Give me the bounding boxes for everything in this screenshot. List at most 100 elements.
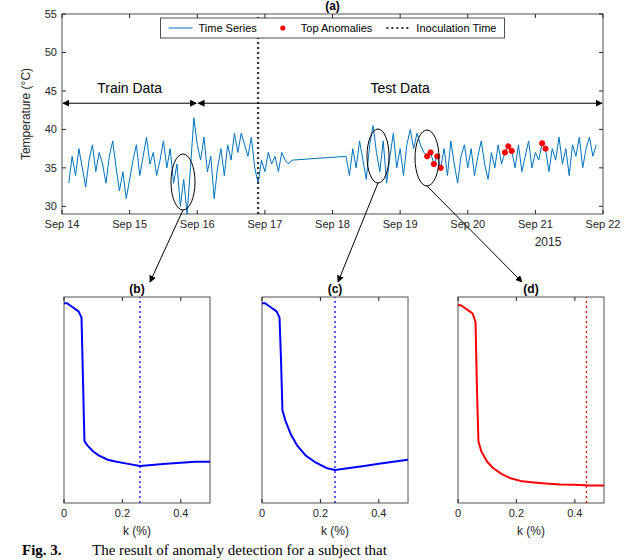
callout-ellipse: [367, 129, 389, 183]
plot-area: [64, 297, 210, 503]
axes-frame: [262, 297, 408, 503]
y-tick-label: 40: [45, 123, 57, 135]
x-tick: [535, 210, 536, 214]
x-tick: [332, 210, 333, 214]
x-axis-label: k (%): [321, 524, 349, 538]
axes-frame: [64, 297, 210, 503]
x-tick: [400, 210, 401, 214]
x-tick-label: Sep 22: [586, 218, 621, 230]
y-tick-label: 35: [45, 162, 57, 174]
axes-frame: [62, 14, 603, 214]
x-tick-label: 0: [455, 507, 461, 519]
x-tick: [264, 14, 265, 18]
y-tick: [599, 129, 603, 130]
data-group: [262, 297, 408, 503]
caption-text: The result of anomaly detection for a su…: [92, 542, 388, 558]
y-tick-label: 55: [45, 8, 57, 20]
x-tick: [574, 297, 575, 301]
callout-arrow: [338, 183, 378, 282]
x-tick-label: Sep 16: [180, 218, 215, 230]
x-tick: [180, 297, 181, 301]
figure: Sep 14Sep 15Sep 16Sep 17Sep 18Sep 19Sep …: [0, 0, 640, 560]
chart: 00.20.4(b)k (%): [61, 282, 210, 538]
plot-area: [62, 14, 603, 214]
x-tick: [197, 210, 198, 214]
x-tick: [129, 210, 130, 214]
y-tick-label: 30: [45, 200, 57, 212]
plot-area: [458, 297, 604, 503]
data-group: [458, 297, 604, 503]
x-tick: [129, 14, 130, 18]
callout-arrow: [150, 210, 183, 282]
y-tick: [599, 90, 603, 91]
x-tick-label: 0.4: [371, 507, 386, 519]
callouts: [150, 129, 522, 282]
y-tick-label: 45: [45, 85, 57, 97]
legend-box: [161, 18, 505, 38]
chart-title: (c): [328, 282, 343, 296]
y-tick: [62, 90, 66, 91]
y-tick: [62, 129, 66, 130]
x-tick: [574, 499, 575, 503]
chart-title: (b): [129, 282, 144, 296]
x-tick: [378, 499, 379, 503]
x-tick-label: 0.4: [173, 507, 188, 519]
x-tick-label: Sep 15: [112, 218, 147, 230]
chart-title: (d): [523, 282, 538, 296]
data-group: [69, 14, 596, 214]
x-tick-label: 0.2: [509, 507, 524, 519]
y-tick: [62, 167, 66, 168]
x-tick: [378, 297, 379, 301]
x-tick-label: 0.2: [313, 507, 328, 519]
anomaly-point: [540, 141, 545, 146]
x-tick: [320, 499, 321, 503]
legend-symbol: [169, 28, 193, 29]
x-tick: [516, 297, 517, 301]
x-tick-label: 0: [259, 507, 265, 519]
x-tick: [197, 14, 198, 18]
chart: Sep 14Sep 15Sep 16Sep 17Sep 18Sep 19Sep …: [19, 0, 620, 249]
x-tick-label: Sep 20: [450, 218, 485, 230]
x-axis-label: k (%): [517, 524, 545, 538]
x-tick: [516, 499, 517, 503]
series-line: [69, 118, 596, 214]
vertical-line: [334, 297, 335, 503]
x-tick-label: 0: [61, 507, 67, 519]
annotation-arrow: [63, 103, 196, 104]
x-tick: [467, 210, 468, 214]
annotation-arrow: [198, 103, 602, 104]
x-tick: [264, 210, 265, 214]
x-tick: [180, 499, 181, 503]
vertical-line: [586, 297, 587, 503]
x-axis-label: 2015: [535, 235, 562, 249]
plot-area: [262, 297, 408, 503]
x-tick: [535, 14, 536, 18]
anomaly-point: [431, 161, 436, 166]
x-tick: [122, 499, 123, 503]
x-axis-label: k (%): [123, 524, 151, 538]
x-tick-label: Sep 21: [518, 218, 553, 230]
callout-ellipse: [415, 130, 439, 186]
chart-title: (a): [325, 0, 340, 13]
anomaly-point: [509, 148, 514, 153]
x-tick-label: 0.4: [567, 507, 582, 519]
x-tick-label: Sep 17: [247, 218, 282, 230]
y-tick-label: 50: [45, 46, 57, 58]
legend-symbol: [280, 25, 285, 30]
x-tick: [320, 297, 321, 301]
x-tick: [122, 297, 123, 301]
chart: 0 0.2 0.4 (c) k (%): [259, 282, 408, 538]
x-tick-label: Sep 19: [383, 218, 418, 230]
y-tick: [62, 206, 66, 207]
anomaly-point: [502, 150, 507, 155]
callout-arrow: [427, 186, 522, 282]
vertical-line: [139, 297, 140, 503]
anomaly-point: [506, 144, 511, 149]
vertical-line: [257, 14, 259, 214]
x-tick: [467, 14, 468, 18]
legend-symbol: [386, 27, 410, 29]
callout-ellipse: [171, 154, 195, 210]
chart: 0 0.2 0.4 (d) k (%): [455, 282, 604, 538]
series-line: [64, 303, 210, 466]
anomaly-point: [428, 150, 433, 155]
